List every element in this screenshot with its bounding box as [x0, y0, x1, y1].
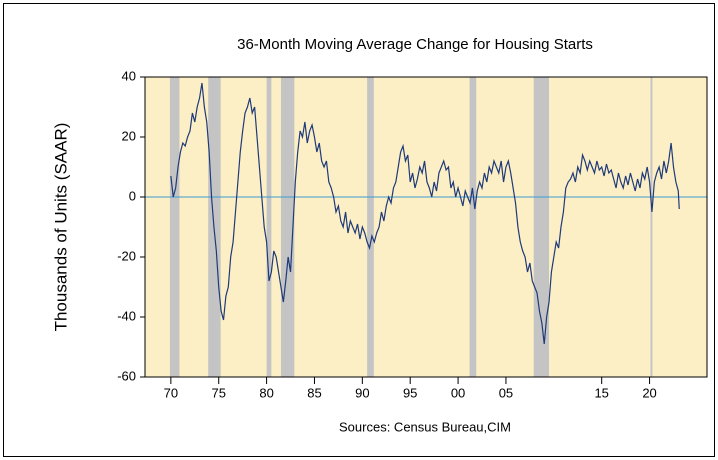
y-tick-label: 20: [122, 128, 136, 143]
recession-band: [280, 77, 295, 377]
recession-band: [533, 77, 550, 377]
y-axis-label: Thousands of Units (SAAR): [51, 123, 70, 332]
x-tick-label: 95: [403, 385, 417, 400]
x-tick-label: 15: [594, 385, 608, 400]
x-tick-label: 20: [642, 385, 656, 400]
x-tick-label: 90: [355, 385, 369, 400]
plot-area: [145, 77, 707, 377]
y-tick-label: -20: [117, 248, 136, 263]
recession-band: [169, 77, 180, 377]
y-tick-label: -60: [117, 368, 136, 383]
x-tick-label: 80: [259, 385, 273, 400]
y-tick-label: 0: [129, 188, 136, 203]
y-tick-label: -40: [117, 308, 136, 323]
source-note: Sources: Census Bureau,CIM: [339, 419, 511, 434]
recession-band: [266, 77, 272, 377]
plot-border: [144, 76, 708, 378]
data-line: [170, 82, 680, 345]
chart-title: 36-Month Moving Average Change for Housi…: [237, 36, 593, 53]
recession-band: [367, 77, 374, 377]
x-tick-label: 85: [307, 385, 321, 400]
x-tick-label: 70: [164, 385, 178, 400]
y-tick-label: 40: [122, 68, 136, 83]
recession-band: [469, 77, 477, 377]
x-tick-label: 05: [499, 385, 513, 400]
x-tick-label: 00: [451, 385, 465, 400]
recession-band: [650, 77, 653, 377]
x-tick-label: 75: [211, 385, 225, 400]
